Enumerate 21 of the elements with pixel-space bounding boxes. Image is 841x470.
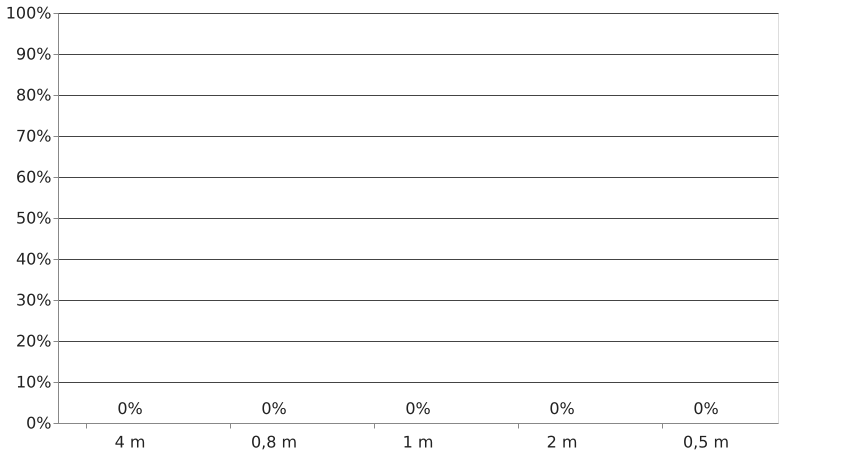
x-tick-label: 0,8 m — [250, 432, 298, 452]
y-tick-label: 70% — [16, 126, 52, 146]
x-tick-label: 4 m — [114, 432, 146, 452]
data-label: 0% — [261, 399, 287, 418]
y-tick-label: 20% — [16, 332, 52, 350]
x-tick-label: 1 m — [402, 432, 434, 452]
y-tick-label: 30% — [16, 290, 52, 310]
data-label: 0% — [117, 399, 143, 418]
y-tick-label: 100% — [6, 4, 52, 22]
y-tick-label: 60% — [16, 168, 52, 186]
y-tick-label: 0% — [26, 414, 52, 432]
data-label: 0% — [405, 399, 431, 418]
y-tick-label: 90% — [16, 44, 52, 64]
y-tick-label: 40% — [16, 250, 52, 268]
y-tick-label: 10% — [16, 372, 52, 392]
data-label: 0% — [549, 399, 575, 418]
x-tick-label: 2 m — [546, 432, 578, 452]
x-tick-label: 0,5 m — [682, 432, 730, 452]
data-label: 0% — [693, 399, 719, 418]
y-tick-label: 80% — [16, 86, 52, 104]
y-tick-label: 50% — [16, 208, 52, 228]
